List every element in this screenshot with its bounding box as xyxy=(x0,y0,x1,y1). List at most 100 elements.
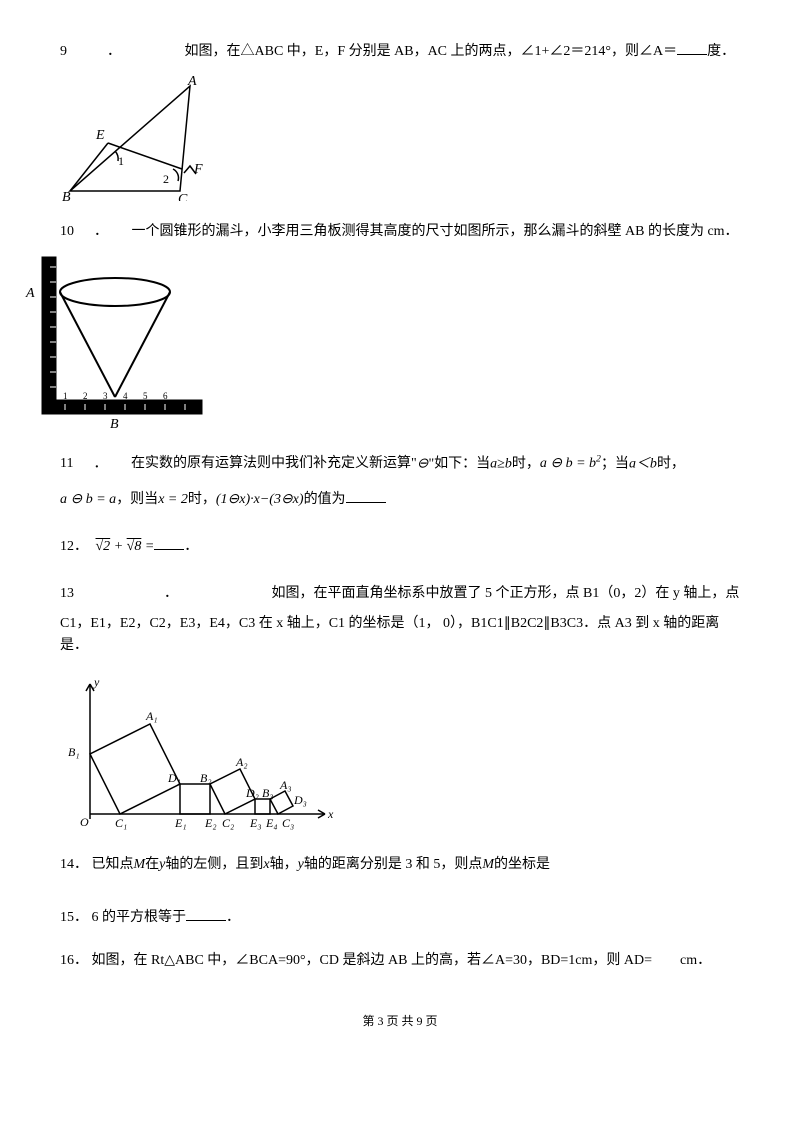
q13-E3: E₃ xyxy=(249,816,262,830)
q10-A-label: A xyxy=(25,286,35,301)
q11-t4: ；当 xyxy=(601,456,629,471)
problem-13: 13 ． 如图，在平面直角坐标系中放置了 5 个正方形，点 B1（0，2）在 y … xyxy=(60,583,740,834)
q16-dot: ． xyxy=(74,953,88,968)
q9-text-before: 如图，在△ABC 中，E，F 分别是 AB，AC 上的两点，∠1+∠2＝214°… xyxy=(185,44,678,59)
q14-t2: 在 xyxy=(145,857,159,872)
q11-dot: ． xyxy=(93,456,107,471)
q11-x: x = 2 xyxy=(158,492,188,507)
q16-num: 16 xyxy=(60,950,74,972)
problem-10: 10 ． 一个圆锥形的漏斗，小李用三角板测得其高度的尺寸如图所示，那么漏斗的斜壁 … xyxy=(60,221,740,431)
q9-B-label: B xyxy=(62,190,71,201)
q13-D2: D₂ xyxy=(245,786,259,800)
problem-9: 9． 如图，在△ABC 中，E，F 分别是 AB，AC 上的两点，∠1+∠2＝2… xyxy=(60,40,740,201)
q14-M2: M xyxy=(482,857,494,872)
q15-ta: ． xyxy=(226,910,240,925)
problem-11-text: 11． 在实数的原有运算法则中我们补充定义新运算"⊖"如下：当a≥b时，a ⊖ … xyxy=(60,452,740,476)
problem-10-text: 10 ． 一个圆锥形的漏斗，小李用三角板测得其高度的尺寸如图所示，那么漏斗的斜壁 … xyxy=(60,221,740,243)
q9-blank xyxy=(677,40,707,55)
q9-text-after: 度． xyxy=(707,44,735,59)
q10-xtick-5: 5 xyxy=(143,391,148,401)
q13-C2: C₂ xyxy=(222,816,234,830)
q15-blank xyxy=(186,906,226,921)
q14-t5: 轴的距离分别是 3 和 5，则点 xyxy=(304,857,483,872)
q11-l2t3: 的值为 xyxy=(304,492,346,507)
q9-figure: A B C E F 1 2 xyxy=(60,71,740,201)
problem-12-text: 12． √2 + √8 =． xyxy=(60,535,740,558)
q14-t3: 轴的左侧，且到 xyxy=(165,857,263,872)
q10-B-label: B xyxy=(110,417,119,432)
q14-M1: M xyxy=(134,857,146,872)
q13-num: 13 xyxy=(60,583,74,605)
problem-13-text: 13 ． 如图，在平面直角坐标系中放置了 5 个正方形，点 B1（0，2）在 y … xyxy=(60,583,740,605)
q13-O: O xyxy=(80,815,89,829)
q11-t1: 在实数的原有运算法则中我们补充定义新运算" xyxy=(131,456,417,471)
problem-11: 11． 在实数的原有运算法则中我们补充定义新运算"⊖"如下：当a≥b时，a ⊖ … xyxy=(60,452,740,511)
q13-dot: ． xyxy=(164,586,178,601)
q15-tb: 6 的平方根等于 xyxy=(92,910,187,925)
q13-C3: C₃ xyxy=(282,816,294,830)
q11-blank xyxy=(346,488,386,503)
q9-1-label: 1 xyxy=(118,154,124,168)
q9-E-label: E xyxy=(95,128,105,143)
q10-dot: ． xyxy=(94,224,108,239)
q13-A3: A₃ xyxy=(279,778,292,792)
q14-num: 14 xyxy=(60,854,74,876)
q10-xtick-1: 1 xyxy=(63,391,68,401)
q9-dot: ． xyxy=(107,44,121,59)
q11-sym: ⊖ xyxy=(417,456,429,471)
problem-12: 12． √2 + √8 =． xyxy=(60,535,740,558)
problem-9-text: 9． 如图，在△ABC 中，E，F 分别是 AB，AC 上的两点，∠1+∠2＝2… xyxy=(60,40,740,63)
q13-D3: D₃ xyxy=(293,793,307,807)
q10-text: 一个圆锥形的漏斗，小李用三角板测得其高度的尺寸如图所示，那么漏斗的斜壁 AB 的… xyxy=(132,224,739,239)
q12-after: ． xyxy=(184,539,198,554)
q14-t1: 已知点 xyxy=(92,857,134,872)
q16-t: 如图，在 Rt△ABC 中，∠BCA=90°，CD 是斜边 AB 上的高，若∠A… xyxy=(92,953,712,968)
q13-t2: C1，E1，E2，C2，E3，E4，C3 在 x 轴上，C1 的坐标是（1， 0… xyxy=(60,613,740,658)
q10-figure: A B 1 2 3 4 5 6 xyxy=(20,252,740,432)
q11-line2: a ⊖ b = a，则当x = 2时，(1⊖x)·x−(3⊖x)的值为 xyxy=(60,488,740,511)
q13-B3: B₃ xyxy=(262,786,274,800)
q11-num: 11 xyxy=(60,453,73,475)
q9-C-label: C xyxy=(178,192,188,201)
problem-14-text: 14． 已知点M在y轴的左侧，且到x轴，y轴的距离分别是 3 和 5，则点M的坐… xyxy=(60,854,740,876)
q13-B1: B₁ xyxy=(68,745,80,759)
q13-A2: A₂ xyxy=(235,755,248,769)
q11-c2: a＜b xyxy=(629,456,657,471)
problem-16: 16． 如图，在 Rt△ABC 中，∠BCA=90°，CD 是斜边 AB 上的高… xyxy=(60,950,740,972)
problem-15: 15． 6 的平方根等于． xyxy=(60,906,740,929)
q13-A1: A₁ xyxy=(145,709,158,723)
problem-14: 14． 已知点M在y轴的左侧，且到x轴，y轴的距离分别是 3 和 5，则点M的坐… xyxy=(60,854,740,876)
q10-xtick-6: 6 xyxy=(163,391,168,401)
q12-blank xyxy=(154,535,184,550)
q13-E1: E₁ xyxy=(174,816,187,830)
q13-E2: E₂ xyxy=(204,816,217,830)
q13-x: x xyxy=(327,807,334,821)
q12-expr: √2 + √8 = xyxy=(96,539,155,554)
q13-B2: B₂ xyxy=(200,771,212,785)
q9-2-label: 2 xyxy=(163,172,169,186)
q11-l2t2: 时， xyxy=(188,492,216,507)
q15-num: 15 xyxy=(60,907,74,929)
q10-xtick-4: 4 xyxy=(123,391,128,401)
q13-y: y xyxy=(93,675,100,689)
q10-num: 10 xyxy=(60,221,74,243)
q12-num: 12 xyxy=(60,536,74,558)
problem-15-text: 15． 6 的平方根等于． xyxy=(60,906,740,929)
q10-xtick-2: 2 xyxy=(83,391,88,401)
q13-C1: C₁ xyxy=(115,816,127,830)
page-footer: 第 3 页 共 9 页 xyxy=(60,1012,740,1031)
q10-xtick-3: 3 xyxy=(103,391,108,401)
q13-figure: y x O A₁ B₁ C₁ D₁ E₁ B₂ A₂ E₂ C₂ D₂ B₃ A… xyxy=(60,674,740,834)
problem-16-text: 16． 如图，在 Rt△ABC 中，∠BCA=90°，CD 是斜边 AB 上的高… xyxy=(60,950,740,972)
q11-l2t1: ，则当 xyxy=(116,492,158,507)
q11-expr: (1⊖x)·x−(3⊖x) xyxy=(216,492,304,507)
q13-D1: D₁ xyxy=(167,771,181,785)
q14-dot: ． xyxy=(74,857,88,872)
q15-dot: ． xyxy=(74,910,88,925)
q13-t1: 如图，在平面直角坐标系中放置了 5 个正方形，点 B1（0，2）在 y 轴上，点 xyxy=(272,586,740,601)
q12-dot: ． xyxy=(74,539,88,554)
q9-A-label: A xyxy=(187,74,197,89)
q9-F-label: F xyxy=(193,162,203,177)
q11-t5: 时， xyxy=(657,456,685,471)
q11-t2: "如下：当 xyxy=(428,456,490,471)
